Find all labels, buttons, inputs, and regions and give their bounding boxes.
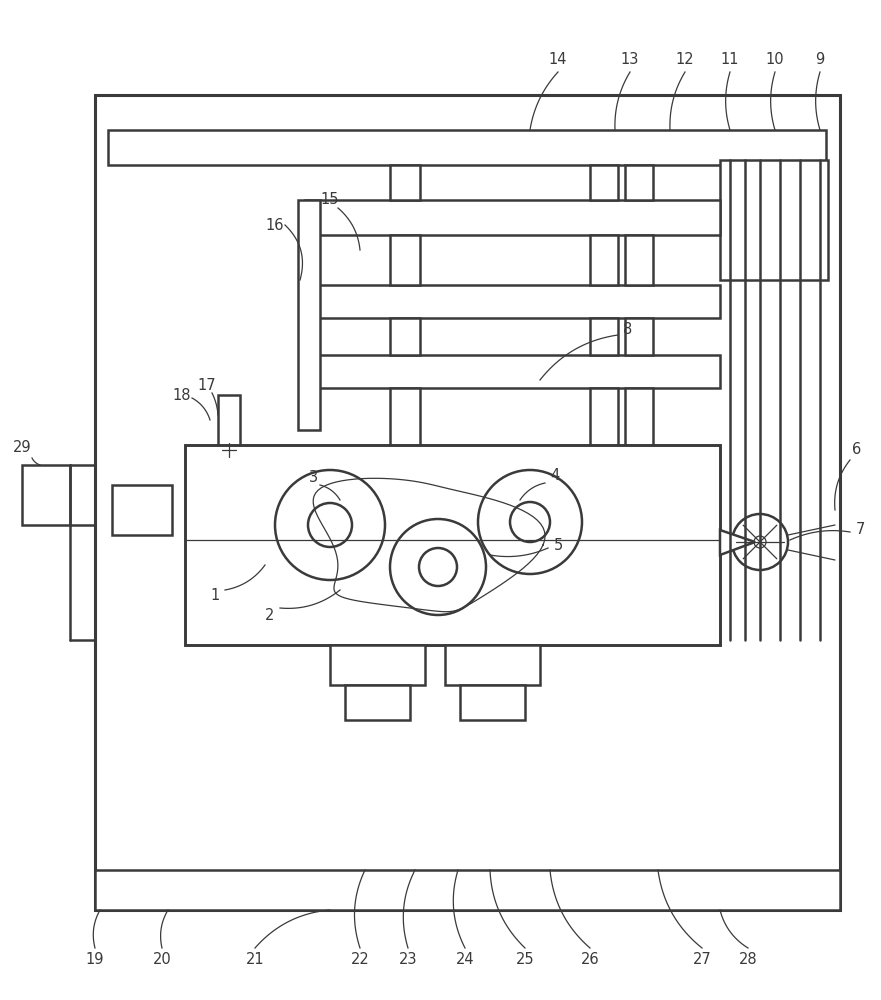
Bar (345, 685, 410, 720)
Bar (625, 318, 653, 355)
Text: 16: 16 (266, 218, 285, 232)
Bar (445, 645, 540, 685)
Bar (330, 645, 425, 685)
Bar (590, 165, 618, 200)
Text: 14: 14 (549, 52, 567, 68)
Text: 7: 7 (855, 522, 864, 538)
Polygon shape (720, 530, 755, 555)
Bar (390, 318, 420, 355)
Bar (112, 485, 172, 535)
Bar (590, 235, 618, 285)
Bar (95, 95, 840, 910)
Text: 22: 22 (351, 952, 369, 968)
Circle shape (732, 514, 788, 570)
Text: 23: 23 (399, 952, 418, 968)
Text: 17: 17 (197, 377, 217, 392)
Text: 9: 9 (816, 52, 825, 68)
Text: 8: 8 (624, 322, 633, 338)
Text: 26: 26 (581, 952, 599, 968)
Text: 12: 12 (676, 52, 694, 68)
Circle shape (275, 470, 385, 580)
Text: 11: 11 (721, 52, 739, 68)
Circle shape (419, 548, 457, 586)
Bar (590, 318, 618, 355)
Text: 15: 15 (321, 192, 339, 208)
Bar (625, 388, 653, 448)
Text: 3: 3 (308, 471, 317, 486)
Text: 13: 13 (621, 52, 640, 68)
Circle shape (390, 519, 486, 615)
Circle shape (510, 502, 550, 542)
Text: 29: 29 (12, 440, 32, 456)
Bar (590, 388, 618, 448)
Text: 1: 1 (211, 587, 219, 602)
Bar (305, 355, 720, 388)
Bar (390, 235, 420, 285)
Circle shape (308, 503, 352, 547)
Bar (185, 445, 720, 645)
Text: 18: 18 (173, 387, 191, 402)
Bar (298, 200, 320, 430)
Text: 24: 24 (455, 952, 474, 968)
Bar (305, 200, 720, 235)
Bar (625, 235, 653, 285)
Bar (108, 130, 826, 165)
Bar (22, 465, 70, 525)
Text: 5: 5 (553, 538, 563, 552)
Bar (95, 870, 840, 910)
Text: 2: 2 (265, 607, 275, 622)
Bar (218, 395, 240, 495)
Circle shape (754, 536, 766, 548)
Bar (460, 685, 525, 720)
Bar (390, 388, 420, 448)
Text: 25: 25 (515, 952, 534, 968)
Bar (305, 285, 720, 318)
Text: 28: 28 (738, 952, 758, 968)
Text: 10: 10 (766, 52, 784, 68)
Bar (625, 165, 653, 200)
Text: 20: 20 (152, 952, 172, 968)
Text: 4: 4 (551, 468, 559, 484)
Circle shape (478, 470, 582, 574)
Text: 19: 19 (85, 952, 104, 968)
Text: 27: 27 (692, 952, 711, 968)
Text: 21: 21 (246, 952, 264, 968)
Bar (390, 165, 420, 200)
Bar (720, 160, 828, 280)
Text: 6: 6 (853, 442, 862, 458)
